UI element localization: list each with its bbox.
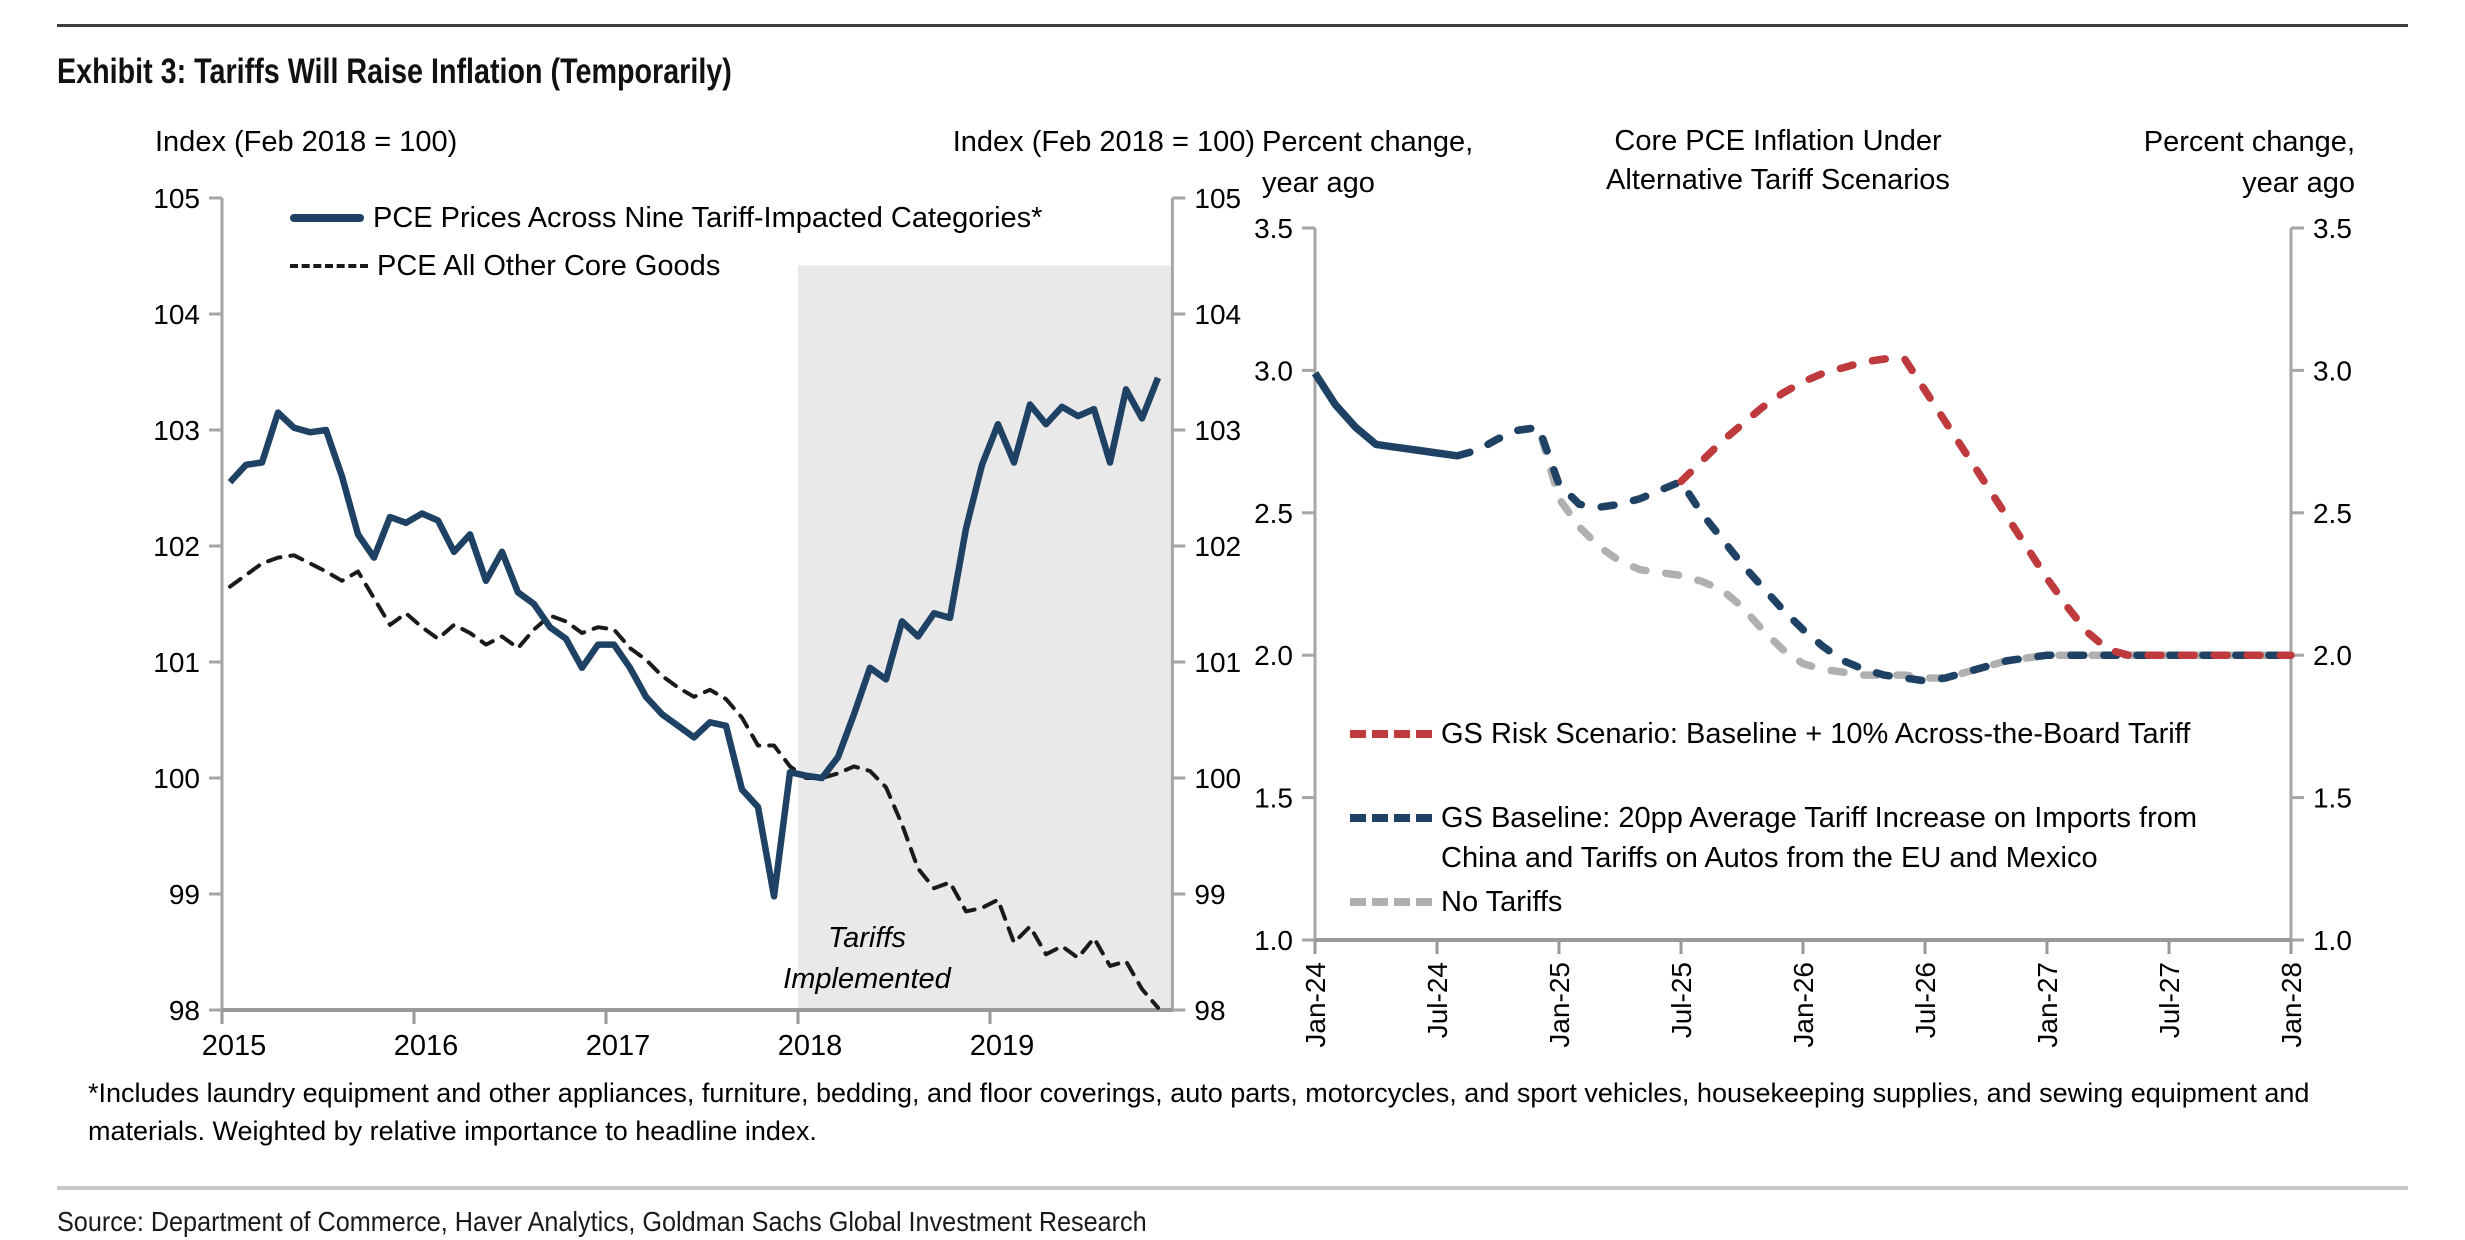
annotation-line: Tariffs	[828, 922, 906, 954]
svg-text:Jan-28: Jan-28	[2276, 962, 2307, 1048]
svg-text:2.5: 2.5	[1254, 498, 1293, 529]
svg-text:3.5: 3.5	[1254, 213, 1293, 244]
series-tariff-impacted-pce	[227, 376, 1162, 900]
svg-text:104: 104	[153, 299, 200, 330]
svg-text:101: 101	[153, 647, 200, 678]
svg-text:2.5: 2.5	[2313, 498, 2352, 529]
footnote-line: *Includes laundry equipment and other ap…	[88, 1078, 2310, 1108]
unit-line: Percent change,	[1262, 126, 1474, 158]
svg-text:1.5: 1.5	[2313, 783, 2352, 814]
svg-text:Jul-25: Jul-25	[1666, 962, 1697, 1038]
svg-text:2.0: 2.0	[2313, 640, 2352, 671]
right-chart-unit-label-right: Percent change, year ago	[2030, 122, 2355, 204]
svg-text:101: 101	[1194, 647, 1241, 678]
footnote-line: materials. Weighted by relative importan…	[88, 1116, 817, 1146]
svg-text:Jul-27: Jul-27	[2154, 962, 2185, 1038]
svg-text:98: 98	[169, 995, 200, 1026]
page-title: Exhibit 3: Tariffs Will Raise Inflation …	[57, 52, 732, 91]
tariffs-implemented-annotation: Tariffs Implemented	[742, 918, 992, 1000]
left-chart-unit-label-right: Index (Feb 2018 = 100)	[952, 126, 1255, 158]
legend-label: GS Risk Scenario: Baseline + 10% Across-…	[1441, 718, 2191, 750]
legend-line: China and Tariffs on Autos from the EU a…	[1441, 842, 2098, 874]
legend-label: PCE Prices Across Nine Tariff-Impacted C…	[373, 202, 1043, 234]
left-chart-x-ticks: 2015 2016 2017 2018 2019	[202, 1010, 1035, 1062]
svg-text:2018: 2018	[778, 1030, 843, 1062]
series-core-pce-historical	[1311, 371, 1458, 460]
right-chart-unit-label-left: Percent change, year ago	[1262, 122, 1473, 204]
svg-text:104: 104	[1194, 299, 1241, 330]
svg-text:2017: 2017	[586, 1030, 651, 1062]
navy-dashed-line-sample	[1350, 814, 1432, 822]
footnote: *Includes laundry equipment and other ap…	[88, 1074, 2418, 1150]
svg-text:2016: 2016	[394, 1030, 459, 1062]
svg-text:99: 99	[1194, 879, 1225, 910]
series-gs-risk-scenario	[1677, 355, 2295, 659]
svg-text:Jul-26: Jul-26	[1910, 962, 1941, 1038]
svg-text:2015: 2015	[202, 1030, 267, 1062]
red-dashed-line-sample	[1350, 730, 1432, 738]
left-chart: 105 105 104 104 103 103 102 102 101 101 100 100 99 99…	[153, 183, 1241, 1062]
source-line: Source: Department of Commerce, Haver An…	[57, 1206, 1147, 1237]
legend-label: No Tariffs	[1441, 886, 1563, 918]
svg-text:98: 98	[1194, 995, 1225, 1026]
svg-text:Jan-25: Jan-25	[1544, 962, 1575, 1048]
svg-text:1.5: 1.5	[1254, 783, 1293, 814]
legend-label: PCE All Other Core Goods	[377, 250, 721, 282]
left-chart-unit-label-left: Index (Feb 2018 = 100)	[155, 126, 458, 158]
svg-text:2.0: 2.0	[1254, 640, 1293, 671]
series-gs-baseline	[1453, 423, 2295, 685]
series-all-other-core-goods	[228, 553, 1160, 1010]
svg-text:1.0: 1.0	[1254, 925, 1293, 956]
navy-solid-line-sample	[290, 214, 364, 222]
unit-line: year ago	[2242, 167, 2355, 199]
annotation-line: Implemented	[783, 963, 951, 995]
svg-text:105: 105	[1194, 183, 1241, 214]
left-legend-item-tariff-categories: PCE Prices Across Nine Tariff-Impacted C…	[290, 198, 1042, 238]
series-no-tariffs	[1453, 423, 2295, 682]
svg-text:2019: 2019	[970, 1030, 1035, 1062]
black-dashed-line-sample	[290, 264, 368, 268]
svg-text:100: 100	[1194, 763, 1241, 794]
left-chart-y-ticks: 105 105 104 104 103 103 102 102 101 101 100 100 99 99…	[153, 183, 1241, 1026]
svg-text:103: 103	[153, 415, 200, 446]
right-chart-x-ticks: Jan-24 Jul-24 Jan-25 Jul-25 Jan-26 Jul-26 Jan-…	[1300, 940, 2307, 1048]
tariffs-implemented-shaded-region	[798, 265, 1173, 1010]
right-legend-item-no-tariffs: No Tariffs	[1350, 882, 1562, 922]
svg-text:99: 99	[169, 879, 200, 910]
left-legend-item-other-core-goods: PCE All Other Core Goods	[290, 246, 720, 286]
right-chart-y-ticks: 3.5 3.5 3.0 3.0 2.5 2.5 2.0 2.0 1.5 1.5 1.0 1.0	[1254, 213, 2352, 956]
chart-title-line: Core PCE Inflation Under	[1614, 125, 1942, 157]
chart-title-line: Alternative Tariff Scenarios	[1606, 164, 1950, 196]
right-chart-title: Core PCE Inflation Under Alternative Tar…	[1478, 122, 2078, 200]
svg-text:Jan-27: Jan-27	[2032, 962, 2063, 1048]
right-chart: 3.5 3.53.0 3.02.5 2.52.0 2.01.5 1.51.0 1.0Jan-…	[1254, 213, 2352, 1048]
top-divider	[57, 24, 2408, 27]
right-legend-item-risk-scenario: GS Risk Scenario: Baseline + 10% Across-…	[1350, 714, 2190, 754]
gray-dashed-line-sample	[1350, 898, 1432, 906]
svg-text:3.5: 3.5	[2313, 213, 2352, 244]
svg-text:Jul-24: Jul-24	[1422, 962, 1453, 1038]
legend-line: GS Baseline: 20pp Average Tariff Increas…	[1441, 802, 2198, 834]
svg-text:102: 102	[1194, 531, 1241, 562]
bottom-divider	[57, 1186, 2408, 1190]
svg-text:103: 103	[1194, 415, 1241, 446]
svg-text:3.0: 3.0	[1254, 355, 1293, 386]
svg-text:Jan-24: Jan-24	[1300, 962, 1331, 1048]
legend-label: GS Baseline: 20pp Average Tariff Increas…	[1441, 798, 2197, 878]
svg-text:100: 100	[153, 763, 200, 794]
svg-text:1.0: 1.0	[2313, 925, 2352, 956]
unit-line: Percent change,	[2143, 126, 2355, 158]
svg-text:105: 105	[153, 183, 200, 214]
svg-text:Jan-26: Jan-26	[1788, 962, 1819, 1048]
svg-text:102: 102	[153, 531, 200, 562]
unit-line: year ago	[1262, 167, 1375, 199]
svg-text:3.0: 3.0	[2313, 355, 2352, 386]
right-legend-item-baseline: GS Baseline: 20pp Average Tariff Increas…	[1350, 798, 2197, 878]
